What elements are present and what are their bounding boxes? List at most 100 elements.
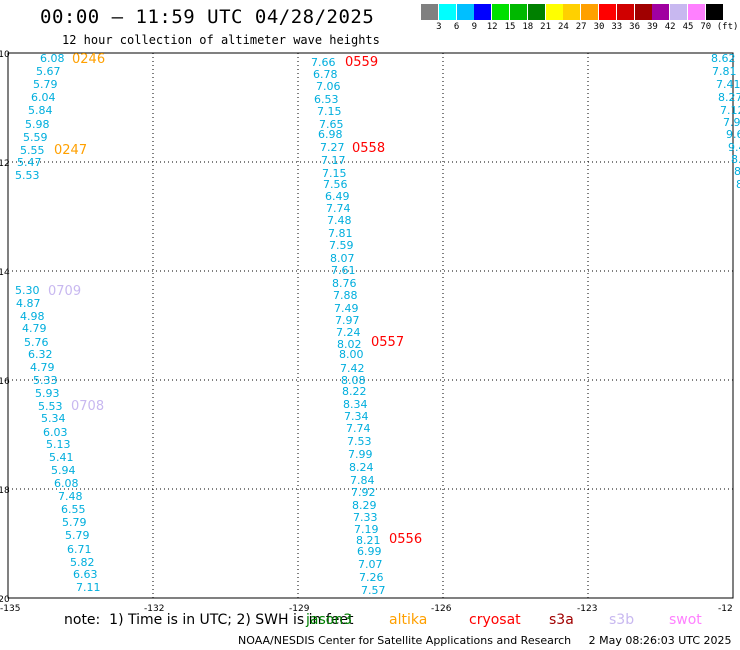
scale-swatch xyxy=(563,4,581,20)
wave-height-value: 6.32 xyxy=(28,348,53,361)
scale-swatch xyxy=(438,4,456,20)
wave-height-value: 5.94 xyxy=(51,464,76,477)
lat-tick-label: -16 xyxy=(0,377,10,387)
pass-time-label: 0557 xyxy=(371,335,404,350)
pass-time-label: 0556 xyxy=(389,532,422,547)
wave-height-value: 8.34 xyxy=(343,398,368,411)
wave-height-value: 7.97 xyxy=(335,314,360,327)
wave-height-value: 4.79 xyxy=(30,361,55,374)
scale-label: 30 xyxy=(593,22,605,32)
wave-height-value: 7.42 xyxy=(340,362,365,375)
wave-height-value: 9.4 xyxy=(728,141,740,154)
scale-swatch xyxy=(527,4,545,20)
wave-height-value: 6.99 xyxy=(357,545,382,558)
lon-tick-label: -123 xyxy=(577,604,597,614)
pass-time-label: 0708 xyxy=(71,399,104,414)
wave-height-value: 6.55 xyxy=(61,503,86,516)
map-grid xyxy=(7,52,734,599)
wave-height-value: 4.98 xyxy=(20,310,45,323)
wave-height-value: 5.33 xyxy=(33,374,58,387)
scale-swatch xyxy=(652,4,670,20)
scale-label: 36 xyxy=(629,22,641,32)
satellite-legend-cryosat: cryosat xyxy=(469,612,521,628)
page-subtitle: 12 hour collection of altimeter wave hei… xyxy=(62,33,380,47)
wave-height-value: 8.24 xyxy=(349,461,374,474)
scale-swatch xyxy=(421,4,438,20)
satellite-legend-s3a: s3a xyxy=(549,612,574,628)
scale-swatch xyxy=(599,4,616,20)
wave-height-points: 6.085.675.796.045.845.985.595.555.475.53… xyxy=(15,52,740,597)
scale-label: 21 xyxy=(540,22,552,32)
wave-height-value: 5.93 xyxy=(35,387,60,400)
wave-height-value: 8.00 xyxy=(339,348,364,361)
wave-height-value: 8.62 xyxy=(711,52,736,65)
scale-swatch xyxy=(492,4,510,20)
wave-height-value: 7.99 xyxy=(348,448,373,461)
lon-tick-label: -132 xyxy=(144,604,164,614)
scale-swatch xyxy=(670,4,688,20)
wave-height-value: 7.15 xyxy=(317,105,342,118)
wave-height-value: 8.08 xyxy=(341,374,366,387)
wave-height-value: 4.79 xyxy=(22,322,47,335)
wave-height-value: 8.21 xyxy=(356,534,381,547)
wave-height-value: 7.19 xyxy=(354,523,379,536)
wave-height-value: 7.56 xyxy=(323,178,348,191)
map-frame xyxy=(7,52,734,599)
scale-label: 42 xyxy=(664,22,676,32)
wave-height-value: 8.07 xyxy=(330,252,355,265)
lat-tick-label: -14 xyxy=(0,268,10,278)
footnote: note: 1) Time is in UTC; 2) SWH is in fe… xyxy=(64,612,354,628)
wave-height-value: 7.61 xyxy=(331,264,356,277)
pass-time-label: 0247 xyxy=(54,143,87,158)
wave-height-value: 7.57 xyxy=(361,584,386,597)
wave-height-value: 7.88 xyxy=(333,289,358,302)
wave-height-value: 7.53 xyxy=(347,435,372,448)
lon-tick-label: -12 xyxy=(718,604,733,614)
pass-time-labels: 0246 0247 0709 0708 0559 0558 0557 0556 xyxy=(48,52,422,547)
wave-height-value: 7.59 xyxy=(329,239,354,252)
wave-height-value: 6.49 xyxy=(325,190,350,203)
lat-tick-label: -12 xyxy=(0,159,10,169)
scale-label: 12 xyxy=(486,22,498,32)
wave-height-value: 7.65 xyxy=(319,118,344,131)
wave-height-value: 6.71 xyxy=(67,543,92,556)
satellite-legend: jason3 altika cryosat s3a s3b swot xyxy=(0,612,740,632)
wave-height-value: 6.63 xyxy=(73,568,98,581)
pass-time-label: 0246 xyxy=(72,52,105,67)
wave-height-value: 5.82 xyxy=(70,556,95,569)
satellite-legend-s3b: s3b xyxy=(609,612,635,628)
lon-tick-label: -135 xyxy=(0,604,20,614)
wave-height-value: 7.74 xyxy=(326,202,351,215)
wave-height-value: 5.79 xyxy=(33,78,58,91)
wave-height-value: 7.84 xyxy=(350,474,375,487)
satellite-legend-jason3: jason3 xyxy=(306,612,353,628)
wave-height-value: 5.55 xyxy=(20,144,45,157)
wave-height-value: 9.6 xyxy=(726,128,740,141)
axis-ticks: -135 -132 -129 -126 -123 -12 -10 -12 -14 -16 -18 -2… xyxy=(0,50,733,614)
scale-label: 24 xyxy=(557,22,569,32)
page-title: 00:00 – 11:59 UTC 04/28/2025 xyxy=(40,6,375,28)
wave-height-value: 5.59 xyxy=(23,131,48,144)
wave-height-value: 8 xyxy=(736,178,740,191)
wave-height-value: 7.11 xyxy=(76,581,101,594)
wave-height-value: 6.08 xyxy=(54,477,79,490)
wave-height-value: 7.26 xyxy=(359,571,384,584)
wave-height-value: 7.92 xyxy=(351,486,376,499)
lon-tick-label: -129 xyxy=(289,604,310,614)
wave-height-value: 7.66 xyxy=(311,56,336,69)
wave-height-value: 6.78 xyxy=(313,68,338,81)
scale-label: 6 xyxy=(453,22,460,32)
wave-height-value: 7.9 xyxy=(723,116,740,129)
scale-swatch xyxy=(474,4,492,20)
wave-height-value: 8.27 xyxy=(718,91,740,104)
wave-height-value: 6.04 xyxy=(31,91,56,104)
scale-label: 45 xyxy=(682,22,694,32)
scale-swatch xyxy=(705,4,723,20)
wave-height-value: 7.24 xyxy=(336,326,361,339)
scale-label: 70 xyxy=(700,22,712,32)
wave-height-value: 7.06 xyxy=(316,80,341,93)
scale-label: 15 xyxy=(504,22,516,32)
wave-height-value: 7.41 xyxy=(716,78,740,91)
wave-height-value: 7.34 xyxy=(344,410,369,423)
